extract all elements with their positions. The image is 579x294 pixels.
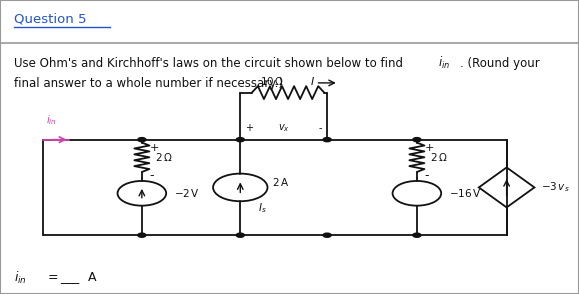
Text: -: -: [319, 123, 323, 133]
Text: $-2\,\mathsf{V}$: $-2\,\mathsf{V}$: [174, 187, 200, 199]
Text: +: +: [149, 143, 159, 153]
Text: +: +: [245, 123, 253, 133]
Circle shape: [413, 138, 421, 142]
Circle shape: [236, 138, 244, 142]
Text: -: -: [149, 169, 154, 182]
Circle shape: [413, 233, 421, 237]
Text: -: -: [424, 169, 429, 182]
Text: $-3\,v_s$: $-3\,v_s$: [541, 181, 570, 194]
Text: $v_x$: $v_x$: [278, 122, 290, 134]
Text: final answer to a whole number if necessary.): final answer to a whole number if necess…: [14, 77, 284, 90]
Circle shape: [236, 233, 244, 237]
Circle shape: [138, 138, 146, 142]
Text: $2\,\mathsf{A}$: $2\,\mathsf{A}$: [272, 176, 290, 188]
Circle shape: [138, 233, 146, 237]
Text: +: +: [424, 143, 434, 153]
Text: $I$: $I$: [310, 76, 315, 87]
Text: $i_{in}$: $i_{in}$: [438, 55, 450, 71]
Text: $2\,\Omega$: $2\,\Omega$: [155, 151, 173, 163]
Circle shape: [323, 138, 331, 142]
Text: $i_{in}$: $i_{in}$: [46, 114, 57, 127]
Circle shape: [323, 233, 331, 237]
Text: Use Ohm's and Kirchhoff's laws on the circuit shown below to find: Use Ohm's and Kirchhoff's laws on the ci…: [14, 57, 407, 70]
Text: $10\,\Omega$: $10\,\Omega$: [260, 76, 284, 87]
Text: . (Round your: . (Round your: [460, 57, 540, 70]
Text: Question 5: Question 5: [14, 13, 87, 26]
Text: $-16\,\mathsf{V}$: $-16\,\mathsf{V}$: [449, 187, 481, 199]
Text: $i_{in}$: $i_{in}$: [14, 270, 27, 286]
Text: $= \_\_\_$  A: $= \_\_\_$ A: [45, 270, 97, 286]
Text: $I_s$: $I_s$: [258, 201, 266, 215]
Text: $2\,\Omega$: $2\,\Omega$: [430, 151, 448, 163]
